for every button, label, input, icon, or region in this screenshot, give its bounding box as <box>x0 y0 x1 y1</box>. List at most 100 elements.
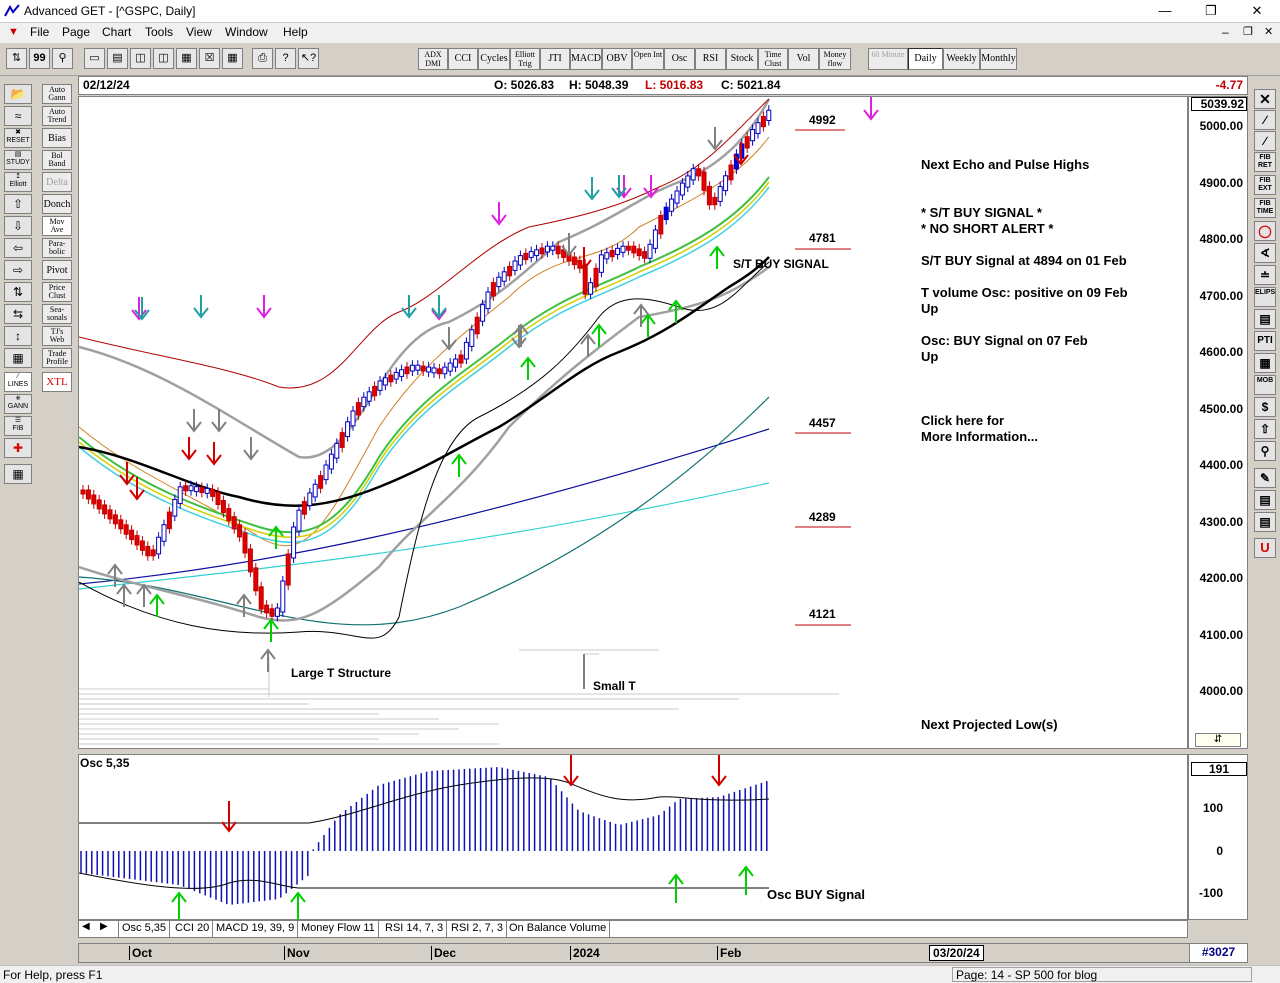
timeframe-weekly-button[interactable]: Weekly <box>943 48 980 70</box>
crosshair-icon[interactable]: ✚ <box>4 438 32 458</box>
study-time-clust-button[interactable]: Time Clust <box>758 48 788 70</box>
context-help-icon[interactable]: ↖? <box>298 48 319 69</box>
minimize-icon[interactable]: — <box>1158 3 1172 18</box>
arrow-left-icon[interactable]: ⇦ <box>4 238 32 258</box>
up-arrow-tool-icon[interactable]: ⇧ <box>1254 419 1276 439</box>
study-cycles-button[interactable]: Cycles <box>478 48 510 70</box>
magnify-tool-icon[interactable]: ⚲ <box>1254 441 1276 461</box>
mdi-restore-icon[interactable]: ❐ <box>1243 26 1253 38</box>
mdi-minimize-icon[interactable]: – <box>1222 25 1229 39</box>
parabolic-button[interactable]: Para-bolic <box>42 238 72 258</box>
auto-trend-button[interactable]: Auto Trend <box>42 106 72 126</box>
study-jti-button[interactable]: JTI <box>540 48 570 70</box>
mov-ave-button[interactable]: Mov Ave <box>42 216 72 236</box>
oscillator-pane[interactable]: Osc 5,35 Osc BUY Signal <box>78 754 1188 921</box>
timeframe-monthly-button[interactable]: Monthly <box>980 48 1017 70</box>
tab-next-icon[interactable]: ▶ <box>100 921 108 932</box>
date-axis[interactable]: Oct Nov Dec 2024 Feb 03/20/24 #3027 <box>78 943 1248 963</box>
menu-window[interactable]: Window <box>225 25 268 39</box>
study-elliott-trig-button[interactable]: Elliott Trig <box>510 48 540 70</box>
bol-band-button[interactable]: Bol Band <box>42 150 72 170</box>
menu-view[interactable]: View <box>186 25 212 39</box>
study-stock-button[interactable]: Stock <box>726 48 758 70</box>
tab-first-icon[interactable]: ◀ <box>82 921 90 932</box>
tab-cci[interactable]: CCI 20 <box>172 921 214 937</box>
quote-tool-icon[interactable]: 99 <box>29 48 50 69</box>
auto-gann-button[interactable]: Auto Gann <box>42 84 72 104</box>
scale-icon[interactable]: ↕ <box>4 326 32 346</box>
cursor-tool-icon[interactable]: ⇅ <box>6 48 27 69</box>
study-cci-button[interactable]: CCI <box>448 48 478 70</box>
study-macd-button[interactable]: MACD <box>570 48 602 70</box>
pivot-button[interactable]: Pivot <box>42 260 72 280</box>
copy-icon[interactable]: ◫ <box>130 48 151 69</box>
fib-circle-icon[interactable]: ◯ <box>1254 221 1276 241</box>
arrow-right-icon[interactable]: ⇨ <box>4 260 32 280</box>
menu-page[interactable]: Page <box>62 25 91 39</box>
menu-tools[interactable]: Tools <box>145 25 174 39</box>
pti-button[interactable]: PTI <box>1254 331 1276 351</box>
fib-tool-icon[interactable]: ☰ FIB <box>4 416 32 436</box>
menu-chart[interactable]: Chart <box>102 25 132 39</box>
line-tool-icon[interactable]: ∕ <box>1254 110 1276 130</box>
arc-tool-icon[interactable]: ≐ <box>1254 265 1276 285</box>
tab-obv[interactable]: On Balance Volume <box>506 921 611 937</box>
paste-icon[interactable]: ◫ <box>153 48 174 69</box>
study-money-flow-button[interactable]: Money flow <box>819 48 851 70</box>
grid-toggle-icon[interactable]: ▦ <box>4 348 32 368</box>
seasonals-button[interactable]: Sea-sonals <box>42 304 72 324</box>
timeframe-60-minute-button[interactable]: 60 Minute <box>868 48 908 70</box>
study-osc-button[interactable]: Osc <box>664 48 695 70</box>
restore-icon[interactable]: ❐ <box>1205 3 1217 18</box>
notes-tool-icon[interactable]: ▤ <box>1254 512 1276 532</box>
lines-tool-icon[interactable]: ∕ LINES <box>4 372 32 392</box>
open-folder-icon[interactable]: 📂 <box>4 84 32 104</box>
elips-button[interactable]: ELIPS <box>1254 287 1276 307</box>
help-icon[interactable]: ? <box>275 48 296 69</box>
tile-icon[interactable]: ▦ <box>176 48 197 69</box>
calculator-icon[interactable]: ▦ <box>4 464 32 484</box>
study-obv-button[interactable]: OBV <box>602 48 632 70</box>
fib-ext-button[interactable]: FIB EXT <box>1254 175 1276 195</box>
study-rsi-button[interactable]: RSI <box>695 48 726 70</box>
wave-tool-icon[interactable]: ≈ <box>4 106 32 126</box>
delta-button[interactable]: Delta <box>42 172 72 192</box>
table-tool-icon[interactable]: ▦ <box>1254 353 1276 373</box>
reset-button[interactable]: ✖ RESET <box>4 128 32 148</box>
print-icon[interactable]: ⎙ <box>252 48 273 69</box>
study-open-int-button[interactable]: Open Int <box>632 48 664 70</box>
axis-scale-icon[interactable]: ⇵ <box>1195 733 1241 747</box>
parallel-tool-icon[interactable]: ∕ <box>1254 131 1276 151</box>
osc-axis[interactable]: 191 100 0 -100 <box>1188 754 1248 920</box>
new-page-icon[interactable]: ▭ <box>84 48 105 69</box>
xtl-button[interactable]: XTL <box>42 372 72 392</box>
tab-rsi-14[interactable]: RSI 14, 7, 3 <box>382 921 448 937</box>
delete-drawing-icon[interactable]: ✕ <box>1254 89 1276 109</box>
delete-icon[interactable]: ☒ <box>199 48 220 69</box>
compress-icon[interactable]: ⇆ <box>4 304 32 324</box>
study-vol-button[interactable]: Vol <box>788 48 819 70</box>
mob-button[interactable]: MOB <box>1254 375 1276 395</box>
dollar-icon[interactable]: $ <box>1254 397 1276 417</box>
gann-tool-icon[interactable]: ⧺ GANN <box>4 394 32 414</box>
text-tool-icon[interactable]: ▤ <box>1254 490 1276 510</box>
donch-button[interactable]: Donch <box>42 194 72 214</box>
close-icon[interactable]: ✕ <box>1251 3 1263 18</box>
magnet-icon[interactable]: U <box>1254 538 1276 558</box>
page-icon[interactable]: ▤ <box>107 48 128 69</box>
channel-tool-icon[interactable]: ▤ <box>1254 309 1276 329</box>
tjs-web-button[interactable]: TJ's Web <box>42 326 72 346</box>
pencil-tool-icon[interactable]: ✎ <box>1254 468 1276 488</box>
study-adx-dmi-button[interactable]: ADX DMI <box>418 48 448 70</box>
mdi-close-icon[interactable]: ✕ <box>1264 26 1274 38</box>
tab-macd[interactable]: MACD 19, 39, 9 <box>213 921 299 937</box>
price-axis[interactable]: 5039.92 5000.00 4900.00 4800.00 4700.00 … <box>1188 96 1248 749</box>
price-chart-pane[interactable]: 4992 4781 4457 4289 4121 S/T BUY SIGNAL … <box>78 96 1188 749</box>
zoom-icon[interactable]: ⚲ <box>52 48 73 69</box>
price-clust-button[interactable]: Price Clust <box>42 282 72 302</box>
fib-ret-button[interactable]: FIB RET <box>1254 152 1276 172</box>
more-info-link-line2[interactable]: More Information... <box>921 429 1038 444</box>
arrow-up-icon[interactable]: ⇧ <box>4 194 32 214</box>
timeframe-daily-button[interactable]: Daily <box>908 48 943 70</box>
fib-time-button[interactable]: FIB TIME <box>1254 198 1276 218</box>
